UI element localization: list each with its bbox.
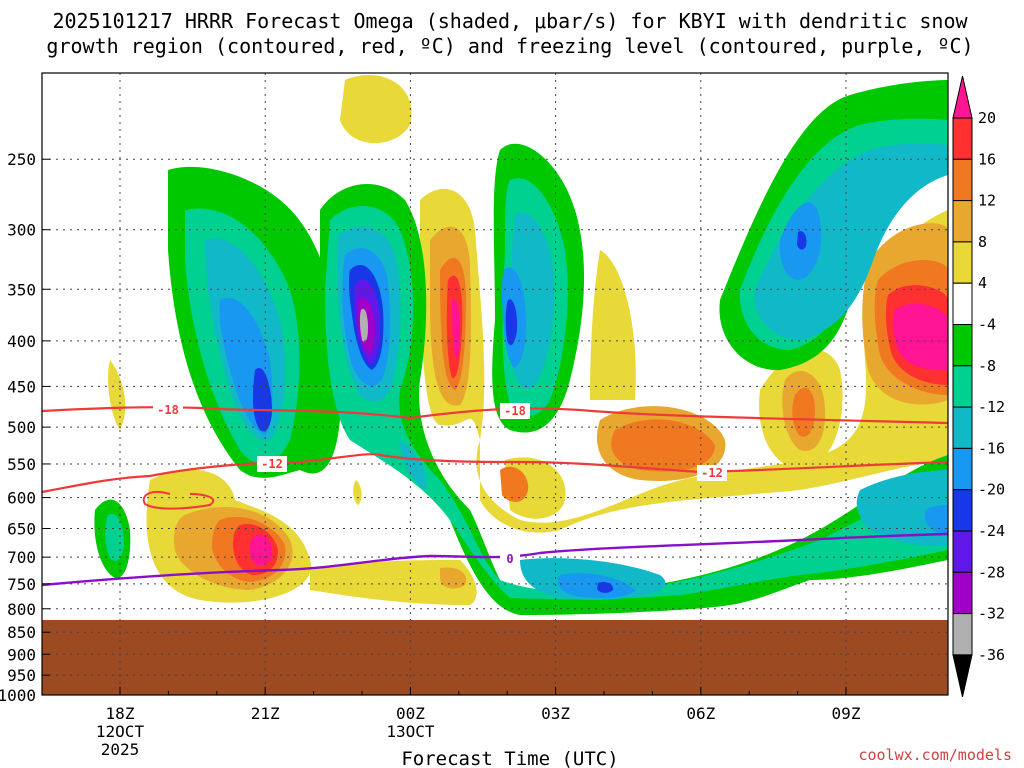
colorbar-label: -28 <box>978 563 1005 581</box>
gridlines <box>42 73 948 696</box>
colorbar-swatch <box>952 158 973 202</box>
colorbar-swatch <box>952 489 973 532</box>
x-axis-label: Forecast Time (UTC) <box>401 748 618 768</box>
plot-frame <box>41 72 949 696</box>
y-tick-label: 350 <box>7 280 36 299</box>
colorbar-label: 4 <box>978 274 987 292</box>
contours: -18 -18 -12 -12 0 <box>42 402 948 587</box>
y-tick-label: 600 <box>7 489 36 508</box>
colorbar-label: 12 <box>978 192 996 210</box>
colorbar-swatch <box>952 117 973 160</box>
colorbar-swatch <box>952 613 973 656</box>
omega-rising-band-yellow <box>353 480 362 505</box>
omega-sinking-band-blue <box>558 573 635 598</box>
chart-title-line2: growth region (contoured, red, ºC) and f… <box>46 34 973 58</box>
x-tick-label: 09Z <box>832 704 861 723</box>
x-tick-label: 21Z <box>251 704 280 723</box>
omega-rising-core-orange <box>611 419 715 472</box>
x-tick-year: 2025 <box>101 740 140 759</box>
colorbar-swatch <box>952 324 973 367</box>
y-tick-label: 650 <box>7 520 36 539</box>
colorbar-swatch <box>952 530 973 573</box>
y-tick-label: 1000 <box>0 686 36 705</box>
colorbar-label: -20 <box>978 481 1005 499</box>
dgz-loop-contour <box>142 490 215 510</box>
x-tick-label: 18Z <box>106 704 135 723</box>
y-tick-label: 400 <box>7 332 36 351</box>
omega-sinking-band-cyan <box>754 143 948 340</box>
colorbar-swatch <box>952 282 973 326</box>
dgz-top-label: -18 <box>157 403 179 417</box>
omega-sinking-core-darkblue <box>252 368 272 432</box>
y-tick-label: 250 <box>7 150 36 169</box>
omega-rising-core-orange <box>500 466 529 502</box>
colorbar-label: -12 <box>978 398 1005 416</box>
colorbar-label: -16 <box>978 439 1005 457</box>
colorbar-legend: 20 16 12 8 4 -4 -8 -12 -16 -20 -24 -28 -32 -36 <box>952 75 1005 698</box>
x-tick-label: 03Z <box>541 704 570 723</box>
y-tick-label: 700 <box>7 548 36 567</box>
colorbar-label: -4 <box>978 316 996 334</box>
ground-below-surface <box>42 620 948 695</box>
x-tick-label: 00Z <box>396 704 425 723</box>
colorbar-label: -32 <box>978 605 1005 623</box>
dgz-top-label-2: -18 <box>504 404 526 418</box>
y-axis-ticks: 250 300 350 400 450 500 550 600 650 700 750 800 850 9… <box>0 150 50 705</box>
colorbar-label: -36 <box>978 646 1005 664</box>
x-tick-date: 12OCT <box>96 722 145 741</box>
freezing-level-contour <box>42 532 948 587</box>
colorbar-label: -8 <box>978 357 996 375</box>
omega-sinking-core-darkblue <box>597 581 614 593</box>
omega-rising-band-yellow <box>310 560 477 605</box>
credit-text: coolwx.com/models <box>858 746 1012 764</box>
omega-sinking-core-darkblue <box>797 231 807 250</box>
colorbar-label: 8 <box>978 233 987 251</box>
omega-sinking-band-cyan <box>400 440 427 490</box>
colorbar-top-arrow <box>952 75 973 119</box>
y-tick-label: 550 <box>7 455 36 474</box>
y-tick-label: 750 <box>7 575 36 594</box>
colorbar-bottom-arrow <box>952 654 973 698</box>
omega-sinking-band-teal <box>105 514 124 562</box>
x-tick-date: 13OCT <box>386 722 435 741</box>
colorbar-swatch <box>952 447 973 491</box>
dgz-bottom-label: -12 <box>261 457 283 471</box>
x-tick-label: 06Z <box>686 704 715 723</box>
y-tick-label: 950 <box>7 666 36 685</box>
dgz-bottom-contour <box>42 453 948 494</box>
omega-shading <box>94 75 948 615</box>
y-tick-label: 850 <box>7 623 36 642</box>
omega-rising-core-magenta <box>452 299 460 358</box>
y-tick-label: 900 <box>7 645 36 664</box>
omega-rising-band-yellow <box>108 360 126 430</box>
y-tick-label: 450 <box>7 377 36 396</box>
omega-sinking-core-darkblue <box>505 299 518 346</box>
omega-rising-core-orange <box>440 567 467 589</box>
omega-rising-core-orange <box>792 387 815 437</box>
colorbar-swatch <box>952 200 973 243</box>
colorbar-label: -24 <box>978 522 1005 540</box>
omega-rising-band-yellow <box>340 75 412 144</box>
colorbar-label: 16 <box>978 150 996 168</box>
colorbar-swatch <box>952 241 973 284</box>
omega-sinking-band-cyan <box>856 470 948 546</box>
omega-sinking-band-blue <box>925 505 948 535</box>
colorbar-swatch <box>952 406 973 449</box>
omega-rising-core-magenta <box>893 303 948 371</box>
y-tick-label: 300 <box>7 221 36 240</box>
omega-rising-band-yellow <box>590 250 636 400</box>
colorbar-swatch <box>952 365 973 408</box>
y-tick-label: 500 <box>7 418 36 437</box>
colorbar-swatch <box>952 571 973 615</box>
omega-sinking-core-gray <box>359 308 368 342</box>
dgz-bottom-label-2: -12 <box>701 466 723 480</box>
y-tick-label: 800 <box>7 600 36 619</box>
omega-rising-band-yellow <box>476 210 948 533</box>
colorbar-label: 20 <box>978 109 996 127</box>
chart-title-line1: 2025101217 HRRR Forecast Omega (shaded, … <box>52 9 968 33</box>
freezing-level-label: 0 <box>506 552 513 566</box>
